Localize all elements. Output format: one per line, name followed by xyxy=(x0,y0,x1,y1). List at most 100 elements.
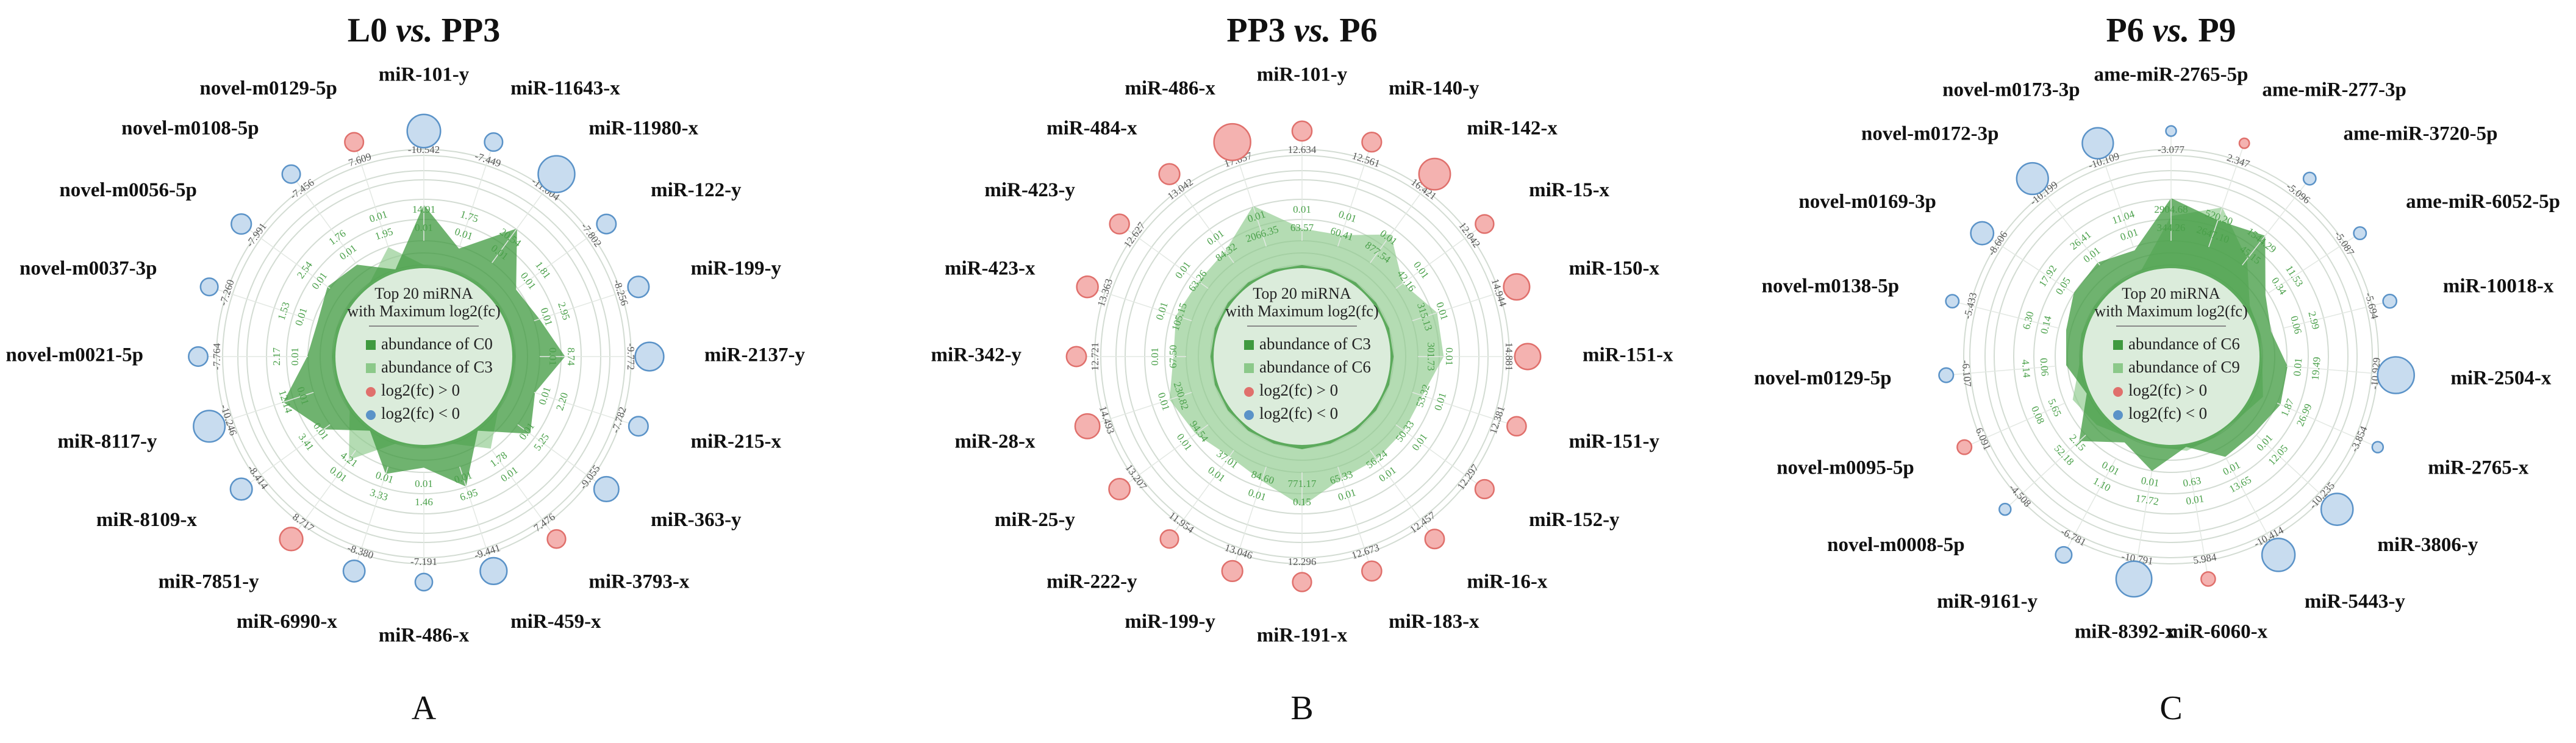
mirna-label: miR-11980-x xyxy=(589,117,698,139)
legend-series1-text: abundance of C3 xyxy=(1259,335,1371,353)
mirna-label: miR-2765-x xyxy=(2428,457,2528,478)
abundance2-label: 0.01 xyxy=(289,347,301,366)
log2fc-label: -6.781 xyxy=(2059,525,2088,549)
abundance1-label: 11.53 xyxy=(2283,263,2306,289)
abundance2-label: 0.01 xyxy=(2291,358,2304,377)
legend-series2-swatch xyxy=(1244,363,1254,373)
legend-disc xyxy=(335,268,512,445)
mirna-label: novel-m0021-5p xyxy=(6,344,144,366)
abundance2-label: 0.05 xyxy=(2053,276,2073,297)
abundance1-label: 0.01 xyxy=(368,208,388,225)
abundance1-label: 2.95 xyxy=(556,300,572,321)
legend-series2-swatch xyxy=(366,363,376,373)
abundance1-label: 5.25 xyxy=(531,432,551,453)
log2fc-label: -7.764 xyxy=(211,343,223,370)
legend-series2-text: abundance of C3 xyxy=(381,358,493,376)
fc-dot xyxy=(2371,441,2385,453)
spoke xyxy=(1946,365,2056,376)
spoke xyxy=(2256,435,2338,510)
abundance1-label: 0.01 xyxy=(1444,347,1455,366)
spoke xyxy=(459,466,495,572)
mirna-label: miR-150-x xyxy=(1569,257,1660,279)
log2fc-label: -7.191 xyxy=(410,556,437,567)
abundance2-label: 0.01 xyxy=(2081,244,2102,265)
mirna-label: novel-m0056-5p xyxy=(59,179,197,201)
fc-dot xyxy=(593,475,620,503)
mirna-label: miR-8109-x xyxy=(96,509,197,531)
mirna-label: miR-423-y xyxy=(984,179,1075,201)
spoke xyxy=(2283,300,2390,329)
log2fc-label: -9.772 xyxy=(625,343,637,370)
abundance1-label: 0.01 xyxy=(327,464,349,484)
mirna-label: miR-7851-y xyxy=(159,571,259,593)
fc-dot xyxy=(1221,560,1243,583)
mirna-label: miR-151-x xyxy=(1583,344,1673,366)
fc-dot xyxy=(1506,416,1527,437)
spoke xyxy=(1952,300,2059,329)
fc-dot xyxy=(1213,123,1251,162)
abundance1-label: 0.01 xyxy=(1409,432,1429,453)
fc-dot xyxy=(1292,572,1312,592)
abundance1-label: 17.92 xyxy=(2036,263,2059,289)
mirna-label: miR-152-y xyxy=(1529,509,1620,531)
mirna-label: miR-25-y xyxy=(995,509,1075,531)
spoke xyxy=(1168,450,1234,539)
legend-positive-swatch xyxy=(366,387,376,397)
mirna-label: ame-miR-277-3p xyxy=(2262,79,2406,101)
mirna-label: miR-6990-x xyxy=(237,611,337,633)
abundance2-label: 0.14 xyxy=(2038,315,2054,335)
spoke xyxy=(534,391,639,427)
spoke xyxy=(2225,458,2279,555)
abundance2-label: 0.01 xyxy=(337,242,359,262)
abundance1-label: 0.01 xyxy=(1149,347,1161,366)
mirna-label: miR-486-x xyxy=(379,625,470,647)
fc-dot xyxy=(1475,214,1495,234)
spoke xyxy=(459,141,495,247)
mirna-label: novel-m0108-5p xyxy=(121,117,259,139)
mirna-label: miR-363-y xyxy=(651,509,742,531)
abundance2-label: 67.50 xyxy=(1167,345,1179,368)
fc-dot xyxy=(479,556,508,586)
fc-dot xyxy=(1076,275,1099,299)
mirna-label: miR-15-x xyxy=(1529,179,1609,201)
abundance2-label: 0.01 xyxy=(415,478,433,489)
legend-series1-swatch xyxy=(2113,340,2123,350)
panel-title: P6 vs. P9 xyxy=(2106,12,2236,49)
abundance1-label: 8.74 xyxy=(565,347,577,366)
abundance1-label: 4.14 xyxy=(2020,359,2033,379)
mirna-label: miR-8117-y xyxy=(57,431,157,453)
fc-dot xyxy=(2377,356,2415,394)
legend-series2-text: abundance of C9 xyxy=(2128,358,2240,376)
spoke xyxy=(1119,424,1209,490)
abundance2-label: 0.01 xyxy=(2140,475,2159,489)
legend-title-1: Top 20 miRNA xyxy=(1253,285,1351,302)
log2fc-label: 13.046 xyxy=(1223,542,1254,562)
legend-disc xyxy=(2083,268,2259,445)
abundance2-label: 0.01 xyxy=(2100,459,2121,478)
abundance1-label: 0.01 xyxy=(2185,492,2205,507)
abundance1-label: 26.99 xyxy=(2294,402,2314,428)
mirna-label: ame-miR-6052-5p xyxy=(2406,191,2560,213)
abundance1-label: 0.01 xyxy=(1337,208,1358,225)
spoke xyxy=(2097,143,2134,247)
abundance1-label: 11.04 xyxy=(2111,208,2136,226)
mirna-label: miR-140-y xyxy=(1389,77,1479,99)
abundance2-label: 63.57 xyxy=(1290,222,1314,233)
legend-series1-swatch xyxy=(1244,340,1254,350)
abundance1-label: 13.65 xyxy=(2227,474,2253,495)
spoke xyxy=(1119,223,1209,289)
fc-dot xyxy=(279,527,304,552)
fc-dot xyxy=(1065,346,1087,368)
fc-dot xyxy=(634,341,665,372)
panel-title: L0 vs. PP3 xyxy=(348,12,500,49)
mirna-label: novel-m0172-3p xyxy=(1861,123,1999,145)
mirna-label: miR-101-y xyxy=(1257,64,1348,86)
mirna-label: miR-191-x xyxy=(1257,625,1348,647)
abundance1-label: 1.53 xyxy=(276,300,292,321)
abundance2-label: 0.63 xyxy=(2182,475,2202,489)
log2fc-label: 12.721 xyxy=(1089,343,1101,371)
mirna-label: miR-2137-y xyxy=(704,344,805,366)
abundance1-label: 0.15 xyxy=(1293,496,1311,508)
fc-dot xyxy=(2353,226,2367,241)
